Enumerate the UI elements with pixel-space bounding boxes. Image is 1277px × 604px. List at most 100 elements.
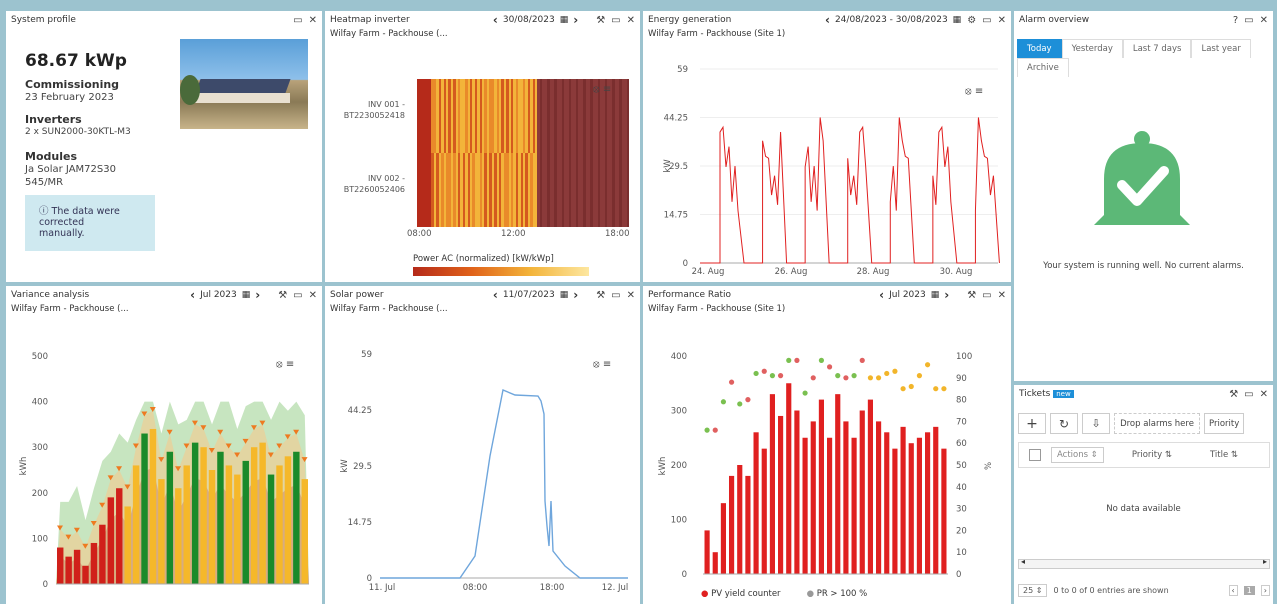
target-marker — [208, 448, 215, 453]
menu-icon[interactable]: ≡ — [602, 84, 612, 95]
scroll-right-icon[interactable]: ▸ — [1262, 557, 1267, 566]
heatmap-cell — [588, 79, 591, 153]
calendar-icon[interactable]: ▦ — [930, 290, 940, 300]
refresh-button[interactable]: ↻ — [1050, 413, 1078, 434]
next-icon[interactable]: › — [573, 288, 579, 302]
next-page-button[interactable]: › — [1260, 585, 1270, 596]
date-display[interactable]: 30/08/2023 — [502, 15, 555, 25]
chart-type-icon[interactable]: ⦻ — [965, 86, 972, 97]
prev-icon[interactable]: ‹ — [190, 288, 196, 302]
next-icon[interactable]: › — [573, 13, 579, 27]
popout-icon[interactable]: ▭ — [611, 14, 621, 26]
pr-point — [859, 357, 865, 363]
help-icon[interactable]: ? — [1232, 14, 1239, 26]
current-page[interactable]: 1 — [1243, 586, 1255, 595]
y2-tick: 0 — [956, 570, 961, 580]
heatmap-cell — [455, 153, 459, 227]
tab-today[interactable]: Today — [1017, 39, 1062, 58]
popout-icon[interactable]: ▭ — [611, 289, 621, 301]
popout-icon[interactable]: ▭ — [293, 289, 303, 301]
close-icon[interactable]: ✕ — [626, 14, 635, 26]
tab-yesterday[interactable]: Yesterday — [1061, 39, 1123, 58]
close-icon[interactable]: ✕ — [997, 14, 1006, 26]
prev-icon[interactable]: ‹ — [879, 288, 885, 302]
date-display[interactable]: Jul 2023 — [200, 290, 237, 300]
heatmap-cell — [486, 153, 490, 227]
chart-type-icon[interactable]: ⦻ — [593, 84, 600, 95]
settings-icon[interactable]: ⚙ — [967, 14, 977, 26]
prev-icon[interactable]: ‹ — [825, 13, 830, 27]
actions-column[interactable]: Actions ⇕ — [1051, 447, 1104, 463]
close-icon[interactable]: ✕ — [1259, 14, 1268, 26]
close-icon[interactable]: ✕ — [626, 289, 635, 301]
horizontal-scrollbar[interactable]: ◂ ▸ — [1018, 557, 1270, 569]
panel-title: Tickets — [1019, 389, 1051, 399]
heatmap-cell — [595, 153, 599, 227]
calendar-icon[interactable]: ▦ — [952, 15, 962, 25]
pr-point — [720, 399, 727, 405]
menu-icon[interactable]: ≡ — [602, 359, 612, 370]
wrench-icon[interactable]: ⚒ — [967, 289, 977, 301]
tab-archive[interactable]: Archive — [1017, 58, 1069, 77]
legend-pr-over-100[interactable]: ● PR > 100 % — [806, 589, 868, 599]
heatmap-cell — [563, 153, 567, 227]
page-size-select[interactable]: 25 ⇕ — [1018, 584, 1048, 597]
first-page-button[interactable]: ‹ — [1228, 585, 1238, 596]
pr-bar — [769, 394, 775, 574]
pr-bar — [818, 399, 824, 574]
calendar-icon[interactable]: ▦ — [241, 290, 251, 300]
prev-icon[interactable]: ‹ — [492, 288, 498, 302]
calendar-icon[interactable]: ▦ — [559, 290, 569, 300]
close-icon[interactable]: ✕ — [997, 289, 1006, 301]
prev-icon[interactable]: ‹ — [492, 13, 498, 27]
priority-column[interactable]: Priority ⇅ — [1131, 450, 1172, 460]
menu-icon[interactable]: ≡ — [285, 359, 295, 370]
add-ticket-button[interactable]: + — [1018, 413, 1046, 434]
wrench-icon[interactable]: ⚒ — [278, 289, 288, 301]
popout-icon[interactable]: ▭ — [1244, 388, 1254, 400]
heatmap-cell — [568, 79, 572, 153]
priority-filter[interactable]: Priority — [1204, 413, 1244, 434]
close-icon[interactable]: ✕ — [308, 14, 317, 26]
heatmap-cell — [467, 79, 471, 153]
target-marker — [116, 466, 123, 472]
y-tick: 44.25 — [348, 406, 372, 416]
heatmap-cell — [426, 79, 430, 153]
popout-icon[interactable]: ▭ — [982, 14, 992, 26]
scroll-left-icon[interactable]: ◂ — [1021, 557, 1026, 566]
next-icon[interactable]: › — [944, 288, 950, 302]
tab-last-7-days[interactable]: Last 7 days — [1122, 39, 1192, 58]
y-tick: 59 — [677, 65, 688, 75]
next-icon[interactable]: › — [255, 288, 261, 302]
drop-alarms-zone[interactable]: Drop alarms here — [1114, 413, 1200, 434]
heatmap-cell — [438, 79, 442, 153]
wrench-icon[interactable]: ⚒ — [596, 14, 606, 26]
heatmap-cell — [602, 79, 606, 153]
heatmap-cell — [421, 79, 425, 153]
title-column[interactable]: Title ⇅ — [1209, 450, 1239, 460]
date-display[interactable]: Jul 2023 — [889, 290, 926, 300]
close-icon[interactable]: ✕ — [1259, 388, 1268, 400]
heatmap-cell — [436, 153, 440, 227]
target-marker — [242, 438, 249, 444]
menu-icon[interactable]: ≡ — [974, 86, 984, 97]
close-icon[interactable]: ✕ — [308, 289, 317, 301]
heatmap-cell — [448, 153, 452, 227]
wrench-icon[interactable]: ⚒ — [1229, 388, 1239, 400]
date-display[interactable]: 11/07/2023 — [502, 290, 555, 300]
download-icon[interactable]: ⇩ — [1082, 413, 1110, 434]
chart-type-icon[interactable]: ⦻ — [593, 359, 600, 370]
calendar-icon[interactable]: ▦ — [559, 15, 569, 25]
y-axis-label: kWh — [19, 457, 29, 476]
heatmap-cell — [479, 153, 483, 227]
legend-pv-yield[interactable]: ● PV yield counter — [701, 589, 781, 599]
popout-icon[interactable]: ▭ — [293, 14, 303, 26]
popout-icon[interactable]: ▭ — [1244, 14, 1254, 26]
chart-type-icon[interactable]: ⦻ — [276, 359, 283, 370]
date-display[interactable]: 24/08/2023 - 30/08/2023 — [834, 15, 948, 25]
tab-last-year[interactable]: Last year — [1191, 39, 1251, 58]
select-all-checkbox[interactable] — [1029, 449, 1041, 461]
popout-icon[interactable]: ▭ — [982, 289, 992, 301]
wrench-icon[interactable]: ⚒ — [596, 289, 606, 301]
